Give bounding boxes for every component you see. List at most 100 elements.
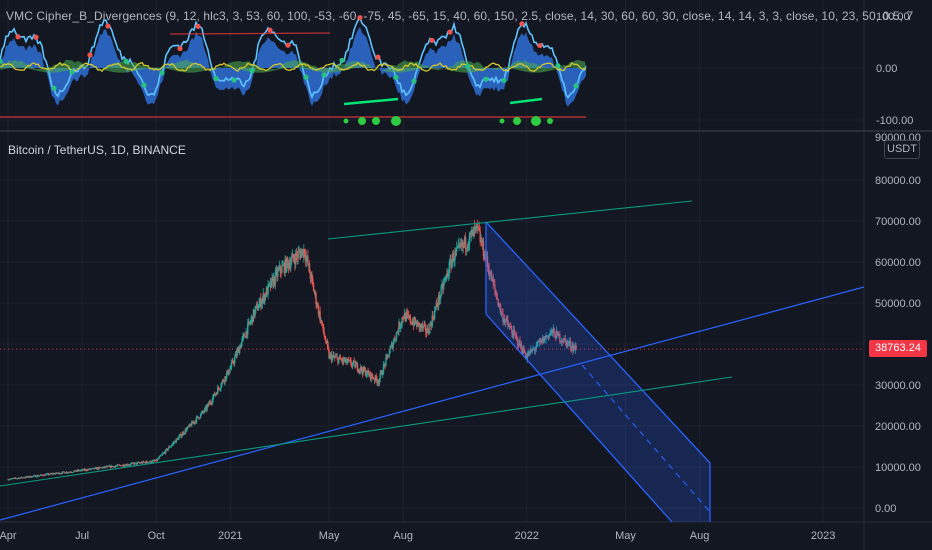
candle-body	[495, 293, 498, 297]
candle-body	[194, 420, 196, 423]
candle-body	[69, 471, 71, 473]
candle-body	[21, 477, 24, 479]
candle-body	[143, 462, 146, 463]
indicator-title[interactable]: VMC Cipher_B_Divergences (9, 12, hlc3, 3…	[6, 9, 914, 23]
cross-dot	[537, 42, 543, 49]
candle-body	[195, 420, 197, 423]
candle-body	[221, 382, 223, 387]
candle-body	[29, 475, 31, 478]
candle-body	[563, 338, 565, 343]
candle-body	[107, 466, 109, 467]
time-tick-label: Jul	[75, 530, 89, 542]
candle-body	[111, 465, 113, 468]
candle-body	[204, 407, 207, 409]
candle-body	[568, 343, 570, 344]
candle-body	[168, 446, 170, 449]
candle-body	[503, 319, 506, 323]
candle-body	[503, 319, 505, 322]
candle-body	[353, 360, 355, 362]
cross-dot	[69, 69, 75, 75]
candle-body	[455, 248, 458, 252]
candle-body	[41, 474, 43, 476]
candle-body	[207, 403, 209, 406]
candle-body	[559, 341, 562, 343]
candle-body	[286, 258, 289, 262]
candle-body	[73, 470, 76, 471]
candle-body	[98, 467, 100, 470]
candle-body	[87, 469, 90, 471]
candle-body	[438, 294, 441, 300]
candle-body	[189, 424, 191, 426]
candle-body	[532, 348, 534, 350]
divergence-dot	[513, 117, 521, 125]
regression-channel-fill	[486, 222, 710, 522]
candle-body	[25, 476, 27, 478]
candle-body	[542, 336, 544, 344]
candle-body	[339, 356, 342, 360]
currency-button[interactable]: USDT	[884, 140, 920, 159]
candle-body	[86, 469, 89, 471]
candle-body	[37, 475, 39, 477]
indicator-tick-label: 100.00	[876, 11, 910, 23]
candle-body	[531, 349, 533, 352]
candle-body	[329, 354, 332, 356]
candle-body	[47, 473, 49, 475]
candle-body	[360, 366, 362, 371]
candle-body	[74, 470, 77, 472]
candle-body	[490, 271, 492, 276]
candle-body	[102, 467, 104, 469]
candle-body	[75, 471, 77, 472]
cross-dot	[15, 34, 21, 40]
cross-dot	[447, 29, 453, 35]
time-tick-label: Aug	[690, 530, 710, 542]
candle-body	[97, 467, 99, 470]
candle-body	[121, 465, 123, 467]
candle-body	[236, 350, 238, 356]
candle-body	[564, 338, 567, 341]
cross-dot	[249, 68, 255, 74]
symbol-title[interactable]: Bitcoin / TetherUS, 1D, BINANCE	[8, 143, 186, 157]
candle-body	[34, 475, 37, 477]
candle-body	[380, 371, 382, 374]
candle-body	[108, 466, 110, 467]
candle-body	[13, 477, 16, 479]
candle-body	[214, 394, 216, 396]
candle-body	[190, 421, 193, 427]
candle-body	[38, 475, 40, 477]
candle-body	[355, 364, 357, 368]
candle-body	[153, 460, 155, 462]
candle-body	[10, 478, 12, 480]
candle-body	[155, 459, 157, 461]
candle-body	[557, 331, 559, 336]
candle-body	[11, 478, 13, 480]
price-tick-label: 30000.00	[875, 380, 921, 392]
candle-body	[323, 331, 325, 336]
candle-body	[96, 467, 99, 470]
candle-body	[25, 476, 28, 478]
cross-dot	[195, 23, 201, 29]
candle-body	[519, 340, 521, 347]
candle-body	[252, 309, 255, 322]
candle-body	[295, 253, 297, 265]
candle-body	[337, 357, 339, 364]
candle-body	[186, 428, 188, 432]
candle-body	[321, 323, 324, 325]
candle-body	[117, 464, 119, 466]
candle-body	[52, 473, 55, 475]
candle-body	[359, 369, 361, 371]
candle-body	[203, 408, 206, 412]
bearish-divergence-line	[169, 32, 331, 35]
candle-body	[514, 332, 516, 336]
candle-body	[142, 461, 144, 464]
candle-body	[368, 371, 371, 376]
candle-body	[408, 315, 411, 318]
candle-body	[203, 411, 205, 413]
candle-body	[403, 317, 405, 319]
candle-body	[54, 473, 56, 475]
candle-body	[286, 258, 288, 272]
candle-body	[529, 350, 531, 356]
cross-dot	[123, 58, 129, 64]
candle-body	[143, 461, 145, 463]
candle-body	[242, 335, 244, 339]
